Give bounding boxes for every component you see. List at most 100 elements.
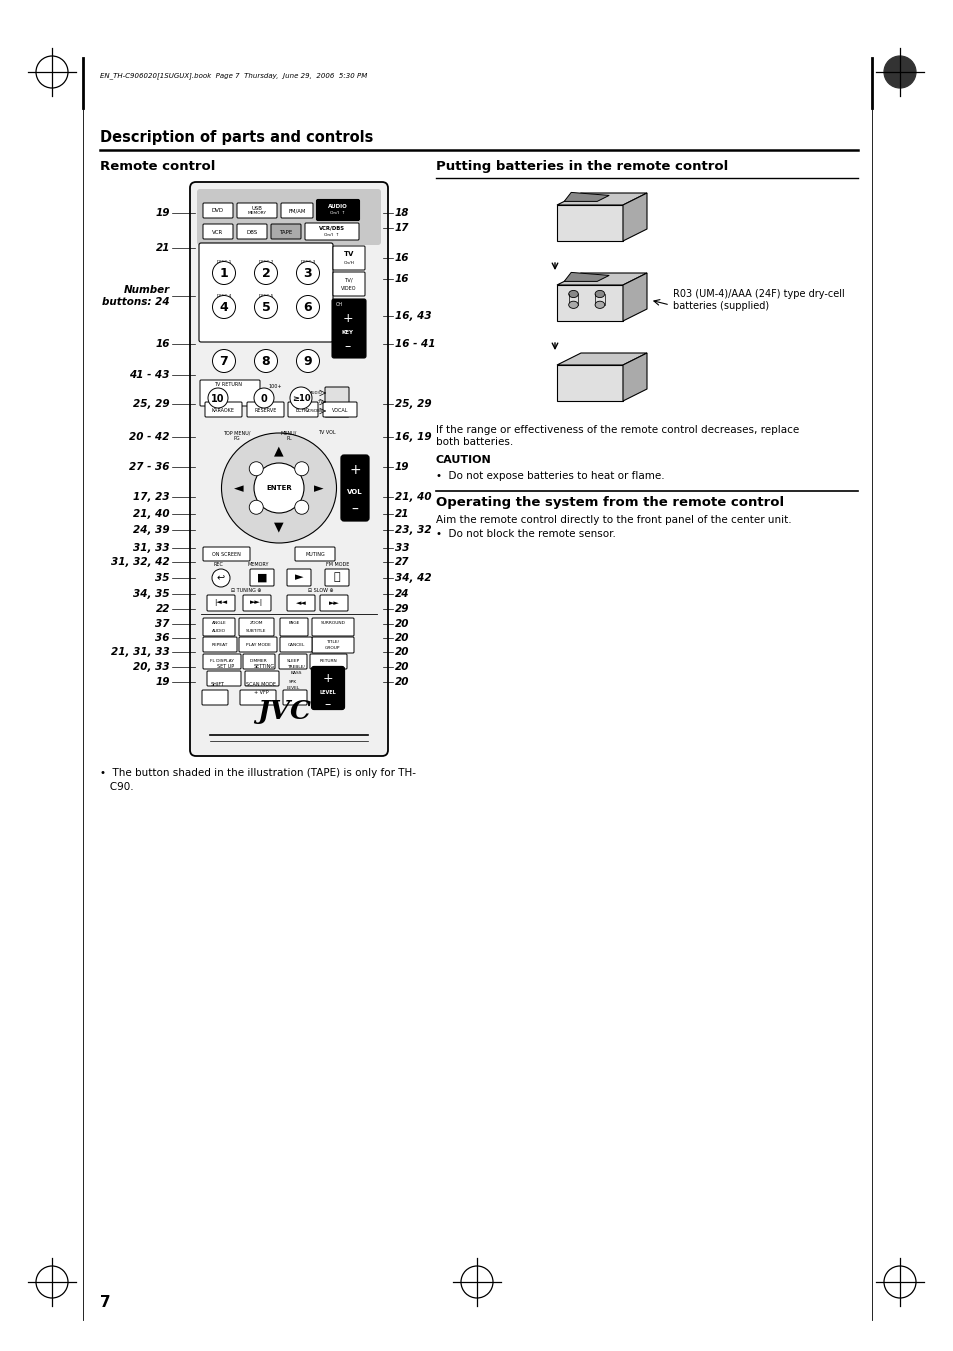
FancyBboxPatch shape	[281, 203, 313, 218]
Text: VIDEO: VIDEO	[341, 285, 356, 290]
Text: •  Do not expose batteries to heat or flame.: • Do not expose batteries to heat or fla…	[436, 471, 664, 481]
Circle shape	[296, 262, 319, 285]
FancyBboxPatch shape	[319, 594, 348, 611]
Text: VCR/DBS: VCR/DBS	[305, 409, 323, 413]
Text: ▼: ▼	[274, 520, 283, 534]
FancyBboxPatch shape	[287, 569, 311, 586]
Polygon shape	[557, 365, 622, 401]
Text: ►►: ►►	[328, 600, 339, 607]
FancyBboxPatch shape	[283, 690, 307, 705]
FancyBboxPatch shape	[287, 594, 314, 611]
Text: ON SCREEN: ON SCREEN	[212, 551, 240, 557]
FancyBboxPatch shape	[312, 638, 354, 653]
Text: LEVEL: LEVEL	[286, 686, 299, 690]
Text: REC: REC	[213, 562, 223, 566]
Circle shape	[213, 350, 235, 373]
FancyBboxPatch shape	[333, 246, 365, 270]
Text: 16, 43: 16, 43	[395, 311, 431, 322]
Text: Operating the system from the remote control: Operating the system from the remote con…	[436, 496, 783, 509]
FancyBboxPatch shape	[271, 224, 301, 239]
Text: RETURN: RETURN	[319, 659, 337, 663]
Text: LEVEL: LEVEL	[319, 689, 336, 694]
Text: USB: USB	[252, 205, 262, 211]
Circle shape	[294, 500, 309, 515]
FancyBboxPatch shape	[207, 594, 234, 611]
Text: ▲: ▲	[274, 444, 283, 458]
Text: 2: 2	[261, 267, 270, 280]
FancyBboxPatch shape	[288, 403, 317, 417]
FancyBboxPatch shape	[312, 666, 344, 709]
Text: TV: TV	[343, 251, 354, 257]
Text: 34, 35: 34, 35	[133, 589, 170, 598]
Text: + VFP: + VFP	[253, 689, 268, 694]
Text: ◄◄: ◄◄	[295, 600, 306, 607]
Text: DISC 5: DISC 5	[258, 295, 273, 299]
Text: 19: 19	[155, 208, 170, 218]
Text: 3: 3	[303, 267, 312, 280]
Text: 35: 35	[155, 573, 170, 584]
FancyBboxPatch shape	[310, 654, 347, 669]
Circle shape	[253, 463, 304, 513]
FancyBboxPatch shape	[203, 654, 241, 669]
Text: 36: 36	[155, 634, 170, 643]
Circle shape	[212, 569, 230, 586]
Text: PL: PL	[286, 436, 292, 442]
FancyBboxPatch shape	[239, 638, 276, 653]
Text: 19: 19	[395, 462, 409, 471]
Text: 1: 1	[219, 267, 228, 280]
FancyBboxPatch shape	[239, 617, 274, 636]
Text: +: +	[349, 463, 360, 477]
Text: 24: 24	[395, 589, 409, 598]
Text: FM MODE: FM MODE	[326, 562, 350, 566]
Text: TAPE: TAPE	[279, 230, 293, 235]
Text: KARAOKE: KARAOKE	[212, 408, 234, 412]
Text: •  Do not block the remote sensor.: • Do not block the remote sensor.	[436, 530, 616, 539]
Text: PG: PG	[233, 436, 240, 442]
Text: 9: 9	[303, 355, 312, 367]
Ellipse shape	[595, 301, 604, 308]
Text: SLEEP: SLEEP	[286, 659, 299, 663]
Text: VOL: VOL	[347, 489, 362, 494]
Text: 4: 4	[219, 301, 228, 313]
Text: ENTER: ENTER	[266, 485, 292, 492]
FancyBboxPatch shape	[196, 189, 380, 245]
FancyBboxPatch shape	[243, 594, 271, 611]
Text: R03 (UM-4)/AAA (24F) type dry-cell
batteries (supplied): R03 (UM-4)/AAA (24F) type dry-cell batte…	[672, 289, 843, 311]
Text: Remote control: Remote control	[100, 159, 215, 173]
Text: KEY: KEY	[341, 331, 354, 335]
FancyBboxPatch shape	[203, 547, 250, 561]
Text: –: –	[345, 340, 351, 354]
Text: –: –	[352, 503, 358, 517]
Circle shape	[253, 388, 274, 408]
Text: 34, 42: 34, 42	[395, 573, 431, 584]
Polygon shape	[622, 193, 646, 240]
FancyBboxPatch shape	[240, 690, 275, 705]
Text: If the range or effectiveness of the remote control decreases, replace
both batt: If the range or effectiveness of the rem…	[436, 426, 799, 447]
Text: 29: 29	[395, 604, 409, 613]
Text: 6: 6	[303, 301, 312, 313]
Text: DISC 1: DISC 1	[216, 259, 231, 263]
FancyBboxPatch shape	[190, 182, 388, 757]
Text: ZOOM: ZOOM	[250, 621, 263, 626]
Text: 25, 29: 25, 29	[395, 399, 431, 409]
Text: 20, 33: 20, 33	[133, 662, 170, 671]
Text: CH: CH	[335, 303, 343, 308]
Text: TV RETURN: TV RETURN	[213, 382, 242, 388]
Text: ►: ►	[294, 573, 303, 582]
Text: SUBTITLE: SUBTITLE	[246, 630, 267, 634]
Text: 8: 8	[261, 355, 270, 367]
Text: ⊟ SLOW ⊕: ⊟ SLOW ⊕	[308, 588, 334, 593]
Text: Description of parts and controls: Description of parts and controls	[100, 130, 373, 145]
Text: 23, 32: 23, 32	[395, 526, 431, 535]
Circle shape	[213, 296, 235, 319]
FancyBboxPatch shape	[199, 243, 333, 342]
Text: 19: 19	[155, 677, 170, 688]
Text: On/I  ↑: On/I ↑	[324, 232, 339, 236]
Circle shape	[294, 462, 309, 476]
Text: 20: 20	[395, 647, 409, 657]
FancyBboxPatch shape	[305, 223, 358, 240]
FancyBboxPatch shape	[247, 403, 284, 417]
Ellipse shape	[568, 301, 578, 308]
Polygon shape	[557, 273, 646, 285]
FancyBboxPatch shape	[294, 547, 335, 561]
